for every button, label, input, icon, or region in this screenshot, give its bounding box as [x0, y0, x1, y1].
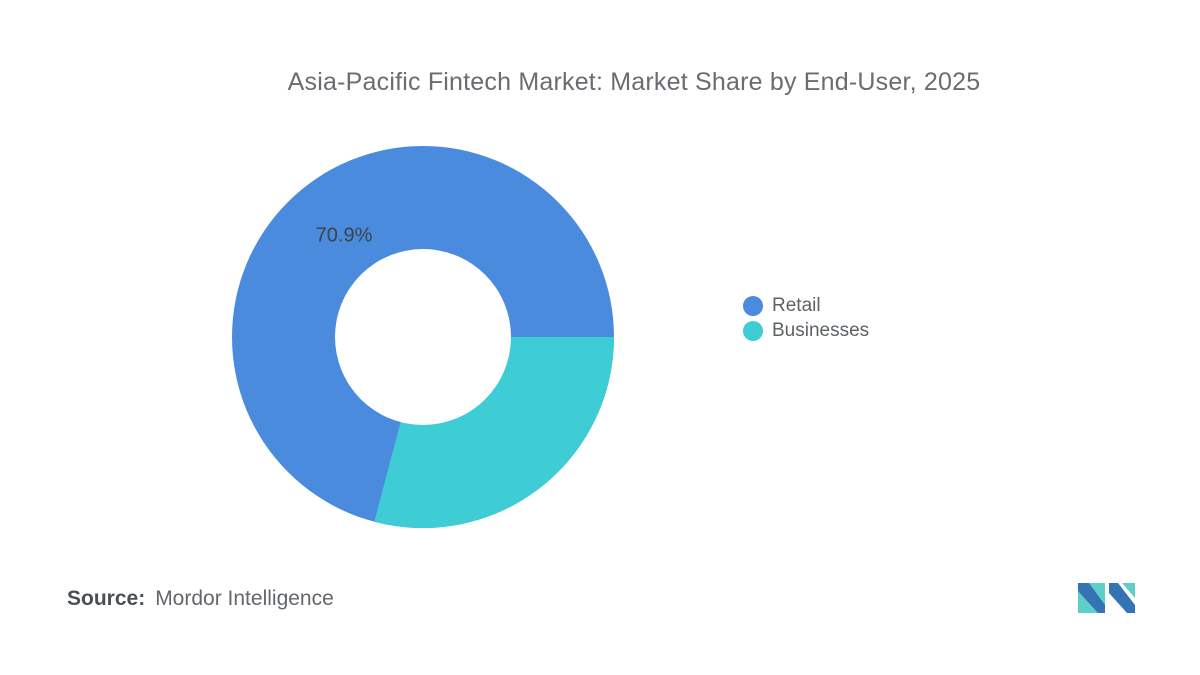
businesses-legend-swatch — [743, 321, 763, 341]
logo-right-diagonal — [1109, 583, 1135, 613]
logo-right-triangle — [1122, 583, 1135, 598]
donut-chart — [232, 146, 614, 528]
retail-slice-label: 70.9% — [315, 224, 373, 247]
legend: Retail Businesses — [743, 295, 870, 341]
legend-item-businesses[interactable]: Businesses — [743, 320, 870, 341]
chart-title: Asia-Pacific Fintech Market: Market Shar… — [287, 68, 981, 96]
donut-hole — [335, 249, 511, 425]
retail-legend-swatch — [743, 296, 763, 316]
source-name: Mordor Intelligence — [155, 587, 334, 610]
mordor-intelligence-logo — [1078, 583, 1135, 613]
source-line: Source: Mordor Intelligence — [67, 587, 334, 611]
source-label: Source: — [67, 587, 146, 610]
legend-item-retail[interactable]: Retail — [743, 295, 869, 316]
businesses-legend-label: Businesses — [772, 320, 870, 341]
retail-legend-label: Retail — [772, 295, 821, 316]
logo-left-diagonal — [1078, 583, 1105, 613]
